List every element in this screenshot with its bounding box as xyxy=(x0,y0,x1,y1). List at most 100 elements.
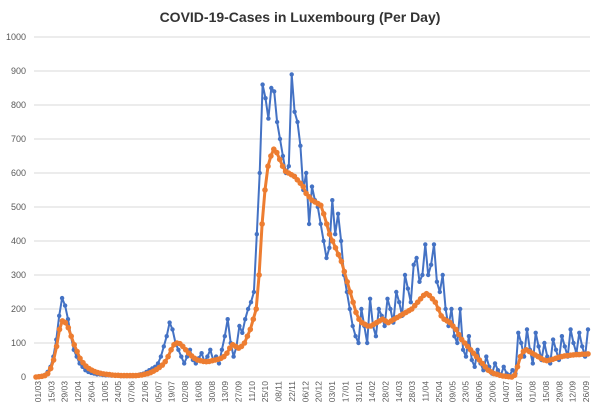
series-0-point xyxy=(365,340,370,346)
x-tick-label: 10/05 xyxy=(100,381,110,403)
series-0-point xyxy=(408,300,413,305)
series-1-point xyxy=(320,211,327,217)
x-tick-label: 26/04 xyxy=(86,381,96,403)
series-0-point xyxy=(292,109,297,115)
series-0-point xyxy=(359,306,364,312)
x-tick-label: 12/09 xyxy=(568,381,578,403)
x-tick-label: 12/04 xyxy=(73,381,83,403)
series-0-point xyxy=(388,306,393,312)
series-0-point xyxy=(327,245,332,250)
series-0-point xyxy=(373,334,379,339)
series-0-point xyxy=(402,272,408,278)
series-0-point xyxy=(260,82,265,87)
series-0-point xyxy=(437,289,442,295)
x-tick-label: 13/09 xyxy=(220,381,230,403)
series-0-point xyxy=(428,262,434,267)
series-0-point xyxy=(257,170,262,176)
x-tick-label: 29/03 xyxy=(60,381,70,403)
series-0-point xyxy=(289,72,294,77)
series-0-point xyxy=(57,313,62,318)
y-tick-label: 900 xyxy=(11,66,26,76)
series-1-point xyxy=(323,221,330,227)
series-1-point xyxy=(268,153,274,159)
series-0-point xyxy=(460,347,466,352)
x-tick-label: 25/04 xyxy=(434,381,444,403)
series-0-point xyxy=(306,221,312,227)
x-tick-label: 16/08 xyxy=(193,381,203,403)
series-0-point xyxy=(495,368,501,373)
x-tick-label: 28/02 xyxy=(381,381,391,403)
series-1-point xyxy=(456,331,462,338)
series-0-point xyxy=(219,347,225,352)
series-1-point xyxy=(62,319,69,326)
x-tick-label: 23/05 xyxy=(461,381,471,403)
series-0-point xyxy=(524,327,530,332)
series-1-point xyxy=(44,370,51,377)
series-0-point xyxy=(295,119,300,125)
x-tick-label: 24/05 xyxy=(113,381,123,403)
series-1-point xyxy=(300,183,307,190)
series-1-point xyxy=(279,163,286,169)
series-0-point xyxy=(347,306,352,312)
y-tick-label: 1000 xyxy=(6,32,26,42)
series-1-point xyxy=(65,324,72,331)
series-0-point xyxy=(382,323,387,329)
series-1-point xyxy=(332,245,339,251)
series-1-point xyxy=(341,268,348,275)
series-0-point xyxy=(280,153,286,159)
x-tick-label: 06/06 xyxy=(474,381,484,403)
series-0-point xyxy=(298,143,303,148)
gridlines xyxy=(34,36,590,378)
series-1-point xyxy=(432,299,439,306)
series-1-point xyxy=(241,340,248,346)
x-tick-label: 06/12 xyxy=(300,381,310,403)
series-0-point xyxy=(309,184,315,189)
series-0-point xyxy=(274,119,280,125)
series-0-point xyxy=(251,289,257,295)
series-0-point xyxy=(350,323,355,329)
series-1-point xyxy=(517,353,524,360)
series-0-point xyxy=(208,347,213,352)
data-series xyxy=(33,72,591,380)
series-1-point xyxy=(347,289,354,295)
series-0-point xyxy=(272,89,277,94)
series-1-point xyxy=(514,364,521,370)
series-0-point xyxy=(205,354,210,359)
x-tick-label: 22/11 xyxy=(287,381,297,402)
series-1-point xyxy=(250,316,257,323)
y-tick-label: 0 xyxy=(21,372,26,382)
x-tick-label: 25/10 xyxy=(260,381,270,403)
series-0-point xyxy=(164,334,169,339)
series-0-point xyxy=(455,340,460,346)
series-0-point xyxy=(550,337,556,342)
series-0-point xyxy=(553,347,559,352)
series-0-point xyxy=(324,255,329,261)
series-0-point xyxy=(158,354,164,359)
series-1-point xyxy=(453,326,459,333)
series-1-point xyxy=(56,326,63,333)
series-0-point xyxy=(318,221,323,227)
x-tick-label: 04/07 xyxy=(501,381,511,403)
series-0-point xyxy=(243,317,248,322)
series-0-point xyxy=(577,330,582,335)
series-0-point xyxy=(155,361,161,366)
series-0-point xyxy=(533,330,538,335)
series-1-point xyxy=(224,350,230,357)
series-0-point xyxy=(335,211,341,216)
series-0-point xyxy=(452,334,457,339)
series-1-point xyxy=(338,258,345,265)
series-0-point xyxy=(62,303,68,308)
series-0-point xyxy=(536,344,541,349)
series-1-point xyxy=(262,187,268,193)
series-0-point xyxy=(199,351,204,356)
series-1-point xyxy=(50,357,57,363)
series-0-point xyxy=(353,334,358,339)
x-tick-label: 15/03 xyxy=(46,381,56,403)
series-0-point xyxy=(568,327,573,332)
series-0-point xyxy=(240,330,245,335)
series-1-point xyxy=(259,221,265,227)
series-0-point xyxy=(266,116,271,121)
series-0-point xyxy=(161,344,166,349)
series-1-point xyxy=(47,365,54,372)
series-0-point xyxy=(492,361,498,366)
